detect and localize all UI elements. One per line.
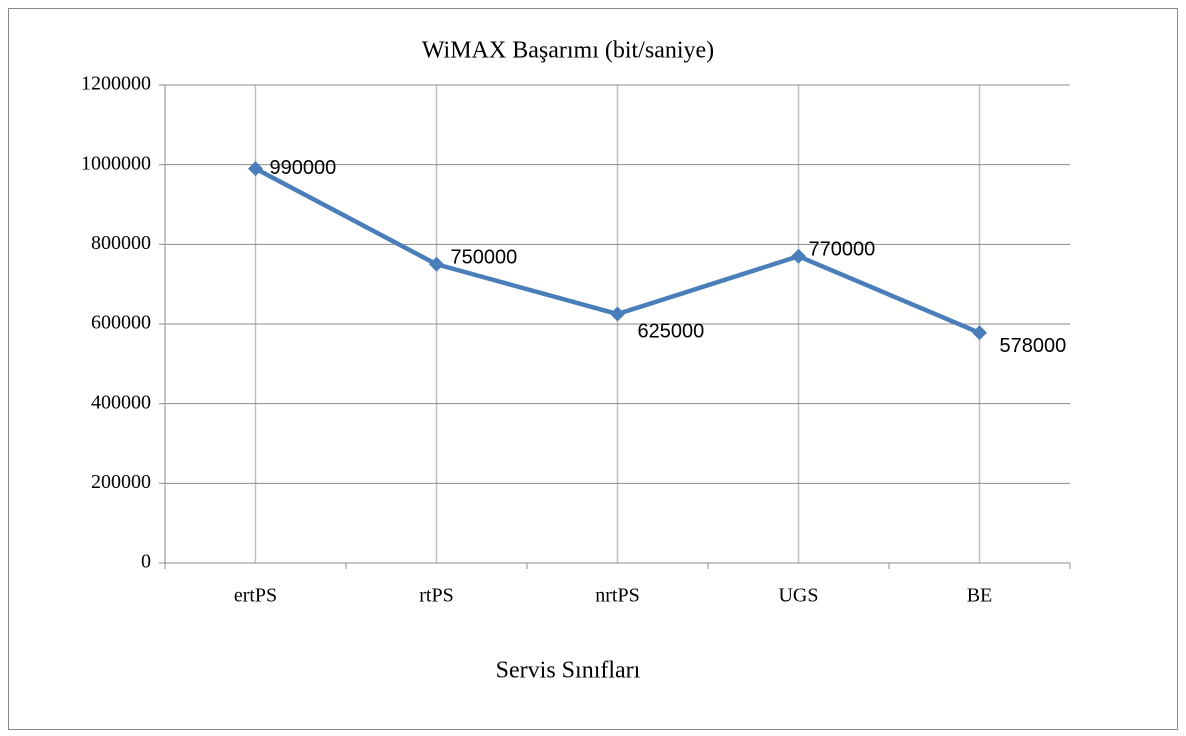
data-marker [429,256,444,272]
data-marker [610,306,625,322]
x-tick-label: ertPS [234,585,277,607]
data-marker [791,248,806,264]
y-tick-label: 0 [141,551,151,573]
data-label: 990000 [270,157,337,179]
y-tick-label: 400000 [91,391,151,413]
y-tick-label: 600000 [91,312,151,334]
y-tick-label: 1000000 [81,152,151,174]
x-tick-label: BE [967,585,993,607]
data-label: 750000 [451,247,518,269]
y-tick-label: 800000 [91,232,151,254]
chart-title: WiMAX Başarımı (bit/saniye) [422,38,714,64]
y-tick-label: 200000 [91,471,151,493]
data-label: 625000 [638,320,705,342]
x-tick-label: UGS [778,585,818,607]
data-label: 770000 [809,239,876,261]
data-marker [248,161,263,177]
y-tick-label: 1200000 [81,73,151,95]
x-tick-label: nrtPS [595,585,639,607]
data-label: 578000 [1000,335,1067,357]
chart-border [8,8,1178,730]
x-tick-label: rtPS [419,585,453,607]
x-axis-title: Servis Sınıfları [496,658,641,684]
data-marker [972,325,987,341]
